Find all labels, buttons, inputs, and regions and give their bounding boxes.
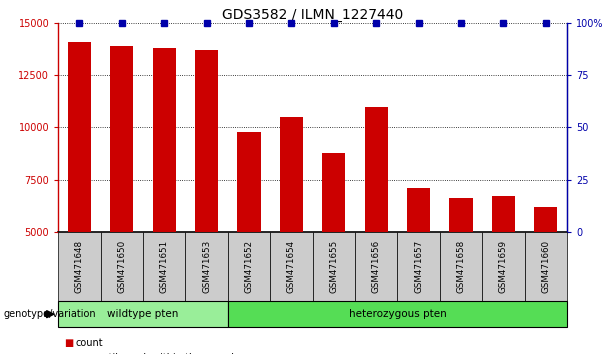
Bar <box>237 132 261 232</box>
Title: GDS3582 / ILMN_1227440: GDS3582 / ILMN_1227440 <box>222 8 403 22</box>
Bar <box>449 199 473 232</box>
Text: wildtype pten: wildtype pten <box>107 309 179 319</box>
Text: GSM471650: GSM471650 <box>117 240 126 293</box>
Bar <box>534 207 557 232</box>
Text: GSM471660: GSM471660 <box>541 240 550 293</box>
Text: percentile rank within the sample: percentile rank within the sample <box>75 353 240 354</box>
Text: GSM471653: GSM471653 <box>202 240 211 293</box>
Bar <box>322 153 346 232</box>
Text: count: count <box>75 338 103 348</box>
Text: heterozygous pten: heterozygous pten <box>349 309 446 319</box>
Text: GSM471654: GSM471654 <box>287 240 296 293</box>
Bar <box>492 196 515 232</box>
Text: GSM471651: GSM471651 <box>160 240 169 293</box>
Bar <box>153 48 176 232</box>
Text: ■: ■ <box>64 353 74 354</box>
Text: GSM471652: GSM471652 <box>245 240 254 293</box>
Bar <box>110 46 134 232</box>
Text: genotype/variation: genotype/variation <box>3 309 96 319</box>
Text: ■: ■ <box>64 338 74 348</box>
Text: GSM471658: GSM471658 <box>457 240 465 293</box>
Text: GSM471655: GSM471655 <box>329 240 338 293</box>
Text: GSM471659: GSM471659 <box>499 240 508 293</box>
Text: GSM471648: GSM471648 <box>75 240 84 293</box>
Text: GSM471656: GSM471656 <box>371 240 381 293</box>
Bar <box>365 107 388 232</box>
Bar <box>195 50 218 232</box>
Bar <box>280 117 303 232</box>
Bar <box>68 42 91 232</box>
Text: GSM471657: GSM471657 <box>414 240 423 293</box>
Bar <box>407 188 430 232</box>
